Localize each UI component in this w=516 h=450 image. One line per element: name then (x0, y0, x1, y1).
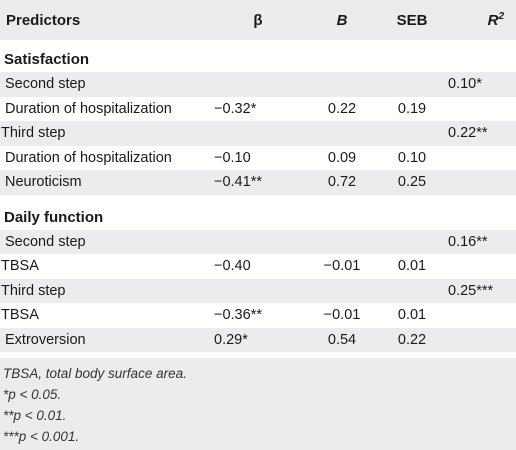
footnote-p0001: ***p < 0.001. (3, 429, 80, 444)
section-title-satisfaction: Satisfaction (4, 51, 90, 68)
row-seb: 0.01 (397, 258, 427, 275)
row-b (306, 278, 378, 303)
header-predictors: Predictors (6, 11, 81, 29)
row-r2 (446, 303, 516, 328)
section-title-row: Daily function (0, 205, 516, 230)
row-r2: 0.10* (446, 72, 516, 97)
row-label: Third step (0, 278, 210, 303)
header-r2: R2 (487, 11, 504, 29)
table-row: TBSA −0.40 −0.01 0.01 (0, 254, 516, 279)
row-beta (210, 121, 306, 146)
table-row: Neuroticism −0.41** 0.72 0.25 (0, 170, 516, 195)
row-beta: −0.40 (214, 258, 251, 275)
row-r2 (446, 97, 516, 122)
row-seb: 0.25 (378, 170, 446, 195)
row-label: Extroversion (0, 327, 210, 352)
row-seb: 0.01 (397, 307, 427, 324)
row-seb: 0.22 (378, 327, 446, 352)
row-b (306, 121, 378, 146)
footnote-p005: *p < 0.05. (3, 387, 62, 402)
row-r2: 0.22** (446, 121, 516, 146)
row-beta (210, 229, 306, 254)
header-b: B (336, 11, 348, 29)
row-seb: 0.10 (397, 149, 427, 166)
row-label: Third step (0, 121, 210, 146)
table-row: TBSA −0.36** −0.01 0.01 (0, 303, 516, 328)
row-beta (210, 72, 306, 97)
row-b: 0.22 (327, 100, 357, 117)
section-title-row: Satisfaction (0, 47, 516, 72)
row-seb: 0.19 (397, 100, 427, 117)
row-b (306, 229, 378, 254)
table-footnotes: TBSA, total body surface area. *p < 0.05… (0, 358, 516, 450)
row-label: Neuroticism (0, 170, 210, 195)
row-seb (378, 121, 446, 146)
row-label: TBSA (1, 307, 39, 324)
table-row: Third step 0.25*** (0, 278, 516, 303)
row-b: 0.72 (306, 170, 378, 195)
footnote-p001: **p < 0.01. (3, 408, 67, 423)
row-r2: 0.16** (446, 229, 516, 254)
row-b: −0.01 (323, 258, 361, 275)
table-row: Second step 0.10* (0, 72, 516, 97)
row-beta: −0.41** (210, 170, 306, 195)
row-beta: −0.10 (214, 149, 251, 166)
header-seb: SEB (396, 11, 428, 29)
table-row: Duration of hospitalization −0.10 0.09 0… (0, 146, 516, 171)
row-r2 (446, 327, 516, 352)
row-label: TBSA (1, 258, 39, 275)
row-seb (378, 72, 446, 97)
row-r2 (446, 170, 516, 195)
row-r2: 0.25*** (446, 278, 516, 303)
row-label: Second step (0, 229, 210, 254)
footnote-tbsa: TBSA, total body surface area. (3, 366, 187, 381)
row-b (306, 72, 378, 97)
row-b: 0.54 (306, 327, 378, 352)
row-beta (210, 278, 306, 303)
regression-table: Predictors β B SEB R2 Satisfaction Secon… (0, 0, 516, 352)
table-row: Second step 0.16** (0, 229, 516, 254)
header-beta: β (253, 11, 263, 29)
row-label: Second step (0, 72, 210, 97)
table-row: Extroversion 0.29* 0.54 0.22 (0, 327, 516, 352)
row-beta: −0.36** (214, 307, 262, 324)
row-r2 (446, 254, 516, 279)
row-seb (378, 229, 446, 254)
row-label: Duration of hospitalization (5, 149, 172, 166)
section-title-daily-function: Daily function (4, 208, 104, 226)
row-b: 0.09 (327, 149, 357, 166)
row-r2 (446, 146, 516, 171)
row-seb (378, 278, 446, 303)
table-row: Duration of hospitalization −0.32* 0.22 … (0, 97, 516, 122)
row-beta: 0.29* (210, 327, 306, 352)
row-b: −0.01 (323, 307, 361, 324)
table-header-row: Predictors β B SEB R2 (0, 0, 516, 40)
row-beta: −0.32* (214, 100, 257, 117)
table-row: Third step 0.22** (0, 121, 516, 146)
row-label: Duration of hospitalization (5, 100, 172, 117)
